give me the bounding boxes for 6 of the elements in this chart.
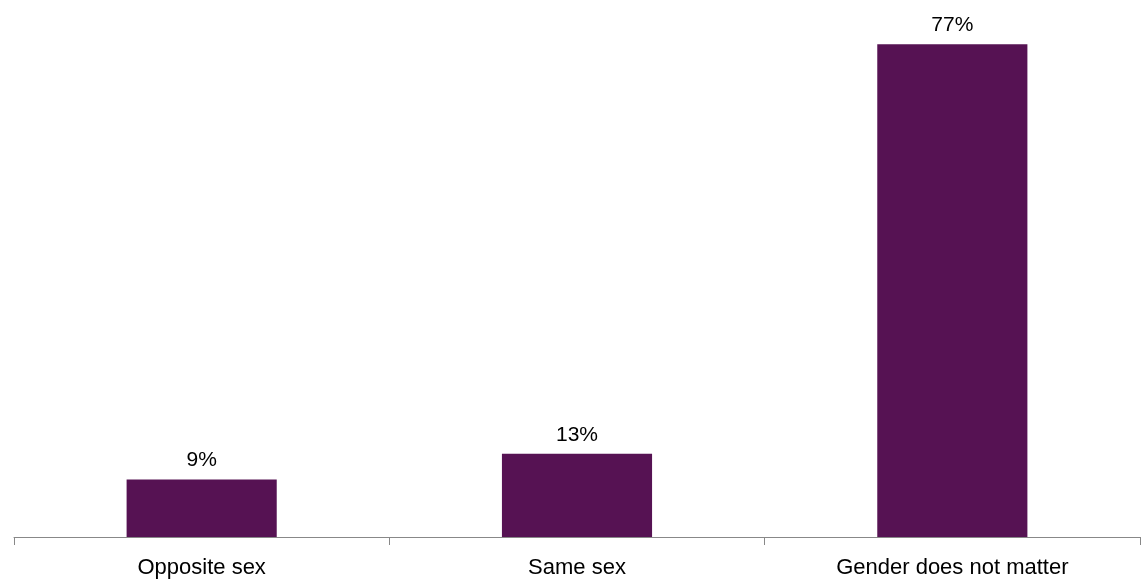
x-tick-label: Gender does not matter <box>836 553 1069 579</box>
data-label: 77% <box>931 12 974 36</box>
x-tick-label: Opposite sex <box>137 553 266 579</box>
x-tick-label: Same sex <box>528 553 626 579</box>
data-label: 13% <box>555 421 599 445</box>
data-label: 9% <box>186 447 217 471</box>
